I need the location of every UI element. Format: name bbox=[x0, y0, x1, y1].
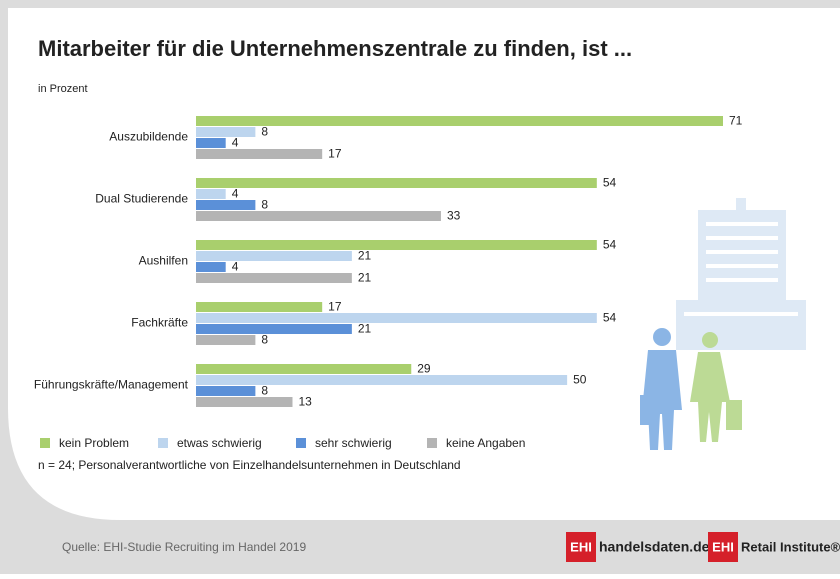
legend-swatch bbox=[40, 438, 50, 448]
value-label: 8 bbox=[261, 333, 268, 347]
value-label: 21 bbox=[358, 271, 372, 285]
value-label: 21 bbox=[358, 322, 372, 336]
legend-label: keine Angaben bbox=[446, 436, 525, 450]
bar bbox=[196, 313, 597, 323]
note: n = 24; Personalverantwortliche von Einz… bbox=[38, 458, 461, 472]
legend-label: kein Problem bbox=[59, 436, 129, 450]
bar bbox=[196, 178, 597, 188]
bar bbox=[196, 302, 323, 312]
value-label: 4 bbox=[232, 260, 239, 274]
value-label: 17 bbox=[328, 147, 342, 161]
illustration bbox=[640, 198, 806, 450]
value-label: 8 bbox=[261, 198, 268, 212]
category-label: Dual Studierende bbox=[95, 192, 188, 206]
bar bbox=[196, 335, 256, 345]
category-label: Führungskräfte/Management bbox=[34, 378, 189, 392]
value-label: 29 bbox=[417, 362, 431, 376]
category-label: Auszubildende bbox=[109, 130, 188, 144]
bar bbox=[196, 251, 352, 261]
value-label: 8 bbox=[261, 384, 268, 398]
legend-swatch bbox=[296, 438, 306, 448]
value-label: 54 bbox=[603, 311, 617, 325]
chart-title: Mitarbeiter für die Unternehmenszentrale… bbox=[38, 36, 632, 61]
bar bbox=[196, 364, 412, 374]
value-label: 4 bbox=[232, 187, 239, 201]
bar bbox=[196, 149, 323, 159]
legend-swatch bbox=[158, 438, 168, 448]
bar bbox=[196, 397, 293, 407]
legend-label: etwas schwierig bbox=[177, 436, 262, 450]
bar bbox=[196, 200, 256, 210]
bar bbox=[196, 273, 352, 283]
value-label: 50 bbox=[573, 373, 587, 387]
logo-badge bbox=[708, 532, 738, 562]
bar bbox=[196, 240, 597, 250]
logo-badge bbox=[566, 532, 596, 562]
value-label: 4 bbox=[232, 136, 239, 150]
bar bbox=[196, 375, 568, 385]
logo-badge-text: EHI bbox=[570, 539, 592, 554]
bar bbox=[196, 211, 441, 221]
legend-swatch bbox=[427, 438, 437, 448]
source: Quelle: EHI-Studie Recruiting im Handel … bbox=[62, 540, 306, 554]
value-label: 54 bbox=[603, 176, 617, 190]
bar bbox=[196, 138, 226, 148]
bar bbox=[196, 386, 256, 396]
value-label: 13 bbox=[298, 395, 312, 409]
bar bbox=[196, 324, 352, 334]
bar bbox=[196, 127, 256, 137]
chart-subtitle: in Prozent bbox=[38, 83, 88, 95]
value-label: 8 bbox=[261, 125, 268, 139]
logo-badge-text: EHI bbox=[712, 539, 734, 554]
bar bbox=[196, 116, 723, 126]
value-label: 33 bbox=[447, 209, 461, 223]
logo-text: Retail Institute® bbox=[741, 539, 840, 554]
category-label: Aushilfen bbox=[139, 254, 188, 268]
bar bbox=[196, 189, 226, 199]
value-label: 54 bbox=[603, 238, 617, 252]
logo-text: handelsdaten.de bbox=[599, 539, 710, 555]
legend-label: sehr schwierig bbox=[315, 436, 392, 450]
value-label: 71 bbox=[729, 114, 743, 128]
value-label: 17 bbox=[328, 300, 342, 314]
logo: EHI handelsdaten.de EHI Retail Institute… bbox=[566, 532, 840, 562]
value-label: 21 bbox=[358, 249, 372, 263]
bar bbox=[196, 262, 226, 272]
category-label: Fachkräfte bbox=[131, 316, 188, 330]
